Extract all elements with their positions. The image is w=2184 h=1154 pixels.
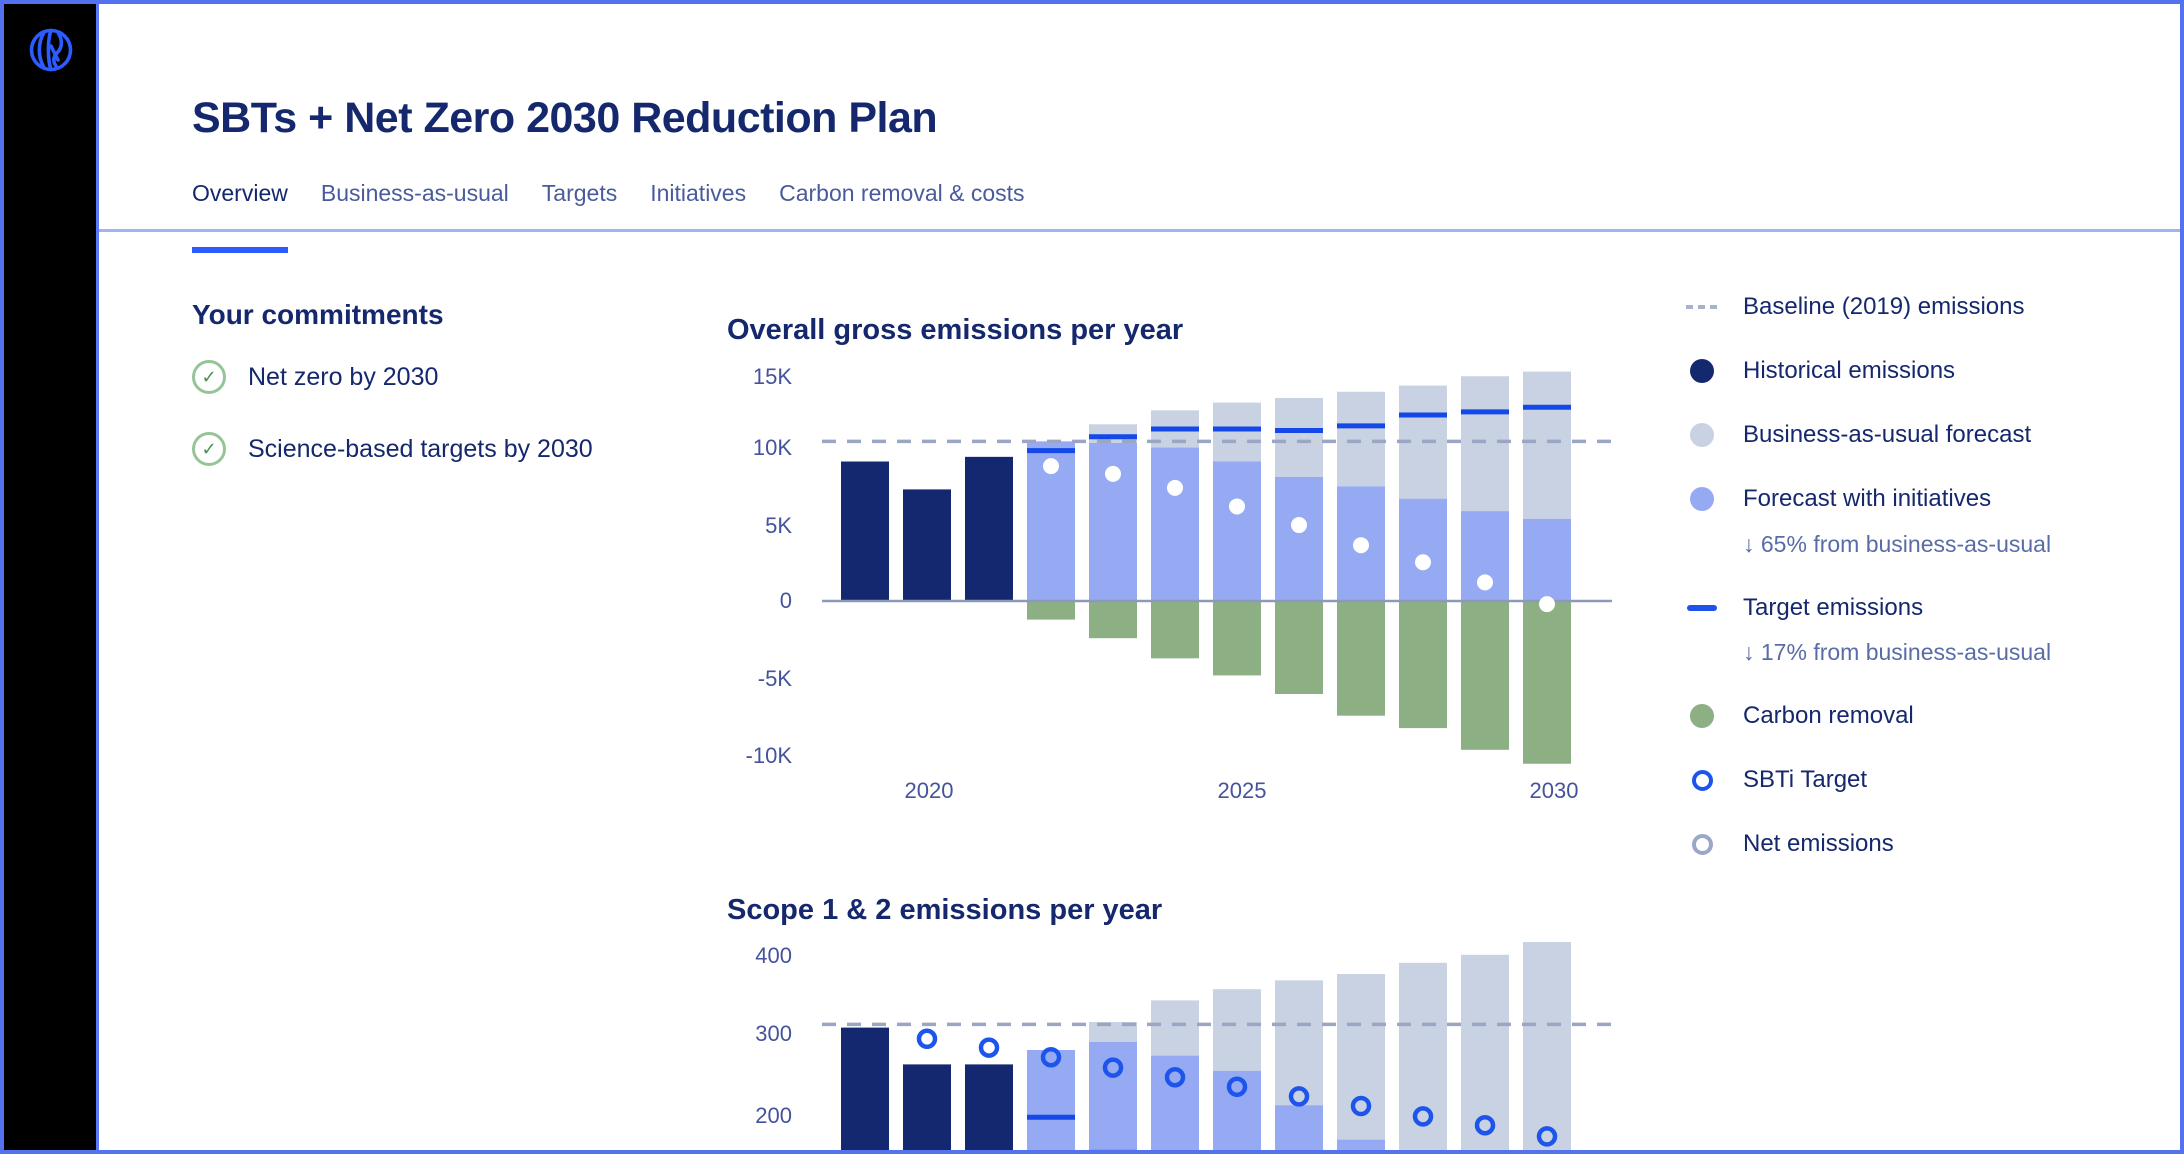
check-circle-icon: ✓ <box>192 360 226 394</box>
tab-bar: Overview Business-as-usual Targets Initi… <box>192 180 1025 253</box>
chart1-xtick: 2025 <box>1217 778 1267 803</box>
chart1-ytick: 15K <box>752 364 792 389</box>
legend-item-baseline: Baseline (2019) emissions <box>1686 289 2024 325</box>
grey-dot-icon <box>1690 423 1714 447</box>
dashed-line-icon <box>1686 305 1718 309</box>
chart2-title: Scope 1 & 2 emissions per year <box>727 894 1163 927</box>
chart1-xtick: 2030 <box>1529 778 1579 803</box>
page-title: SBTs + Net Zero 2030 Reduction Plan <box>192 93 938 142</box>
legend-item-net: Net emissions <box>1686 826 1894 862</box>
chart1-ytick: 5K <box>765 513 792 538</box>
chart1-ytick: 10K <box>752 435 792 460</box>
legend-item-sbti: SBTi Target <box>1686 762 1867 798</box>
chart2-ytick: 400 <box>755 943 792 968</box>
legend-item-initiatives: Forecast with initiatives <box>1686 481 1991 517</box>
scope12-emissions-chart <box>822 942 1612 1150</box>
green-dot-icon <box>1690 704 1714 728</box>
navy-dot-icon <box>1690 359 1714 383</box>
chart2-ytick: 300 <box>755 1021 792 1046</box>
overall-emissions-chart <box>822 371 1612 764</box>
tab-targets[interactable]: Targets <box>541 180 618 206</box>
tab-carbon-removal-costs[interactable]: Carbon removal & costs <box>779 180 1025 206</box>
commitment-net-zero: ✓ Net zero by 2030 <box>192 360 438 394</box>
chart1-xtick: 2020 <box>904 778 954 803</box>
legend-item-historical: Historical emissions <box>1686 353 1955 389</box>
legend-sub-initiatives: ↓ 65% from business-as-usual <box>1743 531 2052 557</box>
chart2-ytick: 200 <box>755 1103 792 1128</box>
check-circle-icon: ✓ <box>192 432 226 466</box>
globe-logo-icon[interactable] <box>27 26 75 74</box>
legend-sub-target: ↓ 17% from business-as-usual <box>1743 639 2052 665</box>
chart1-ytick: -10K <box>745 743 792 768</box>
nav-sidebar <box>4 4 99 1150</box>
tab-initiatives[interactable]: Initiatives <box>650 180 747 206</box>
commitments-heading: Your commitments <box>192 299 444 331</box>
tab-overview[interactable]: Overview <box>192 180 288 253</box>
target-line-icon <box>1687 605 1717 611</box>
legend-item-removal: Carbon removal <box>1686 698 1914 734</box>
blue-ring-icon <box>1691 769 1713 791</box>
commitment-label: Net zero by 2030 <box>248 362 439 391</box>
grey-ring-icon <box>1691 833 1713 855</box>
chart1-title: Overall gross emissions per year <box>727 314 1184 347</box>
chart1-ytick: -5K <box>757 666 792 691</box>
commitment-sbt: ✓ Science-based targets by 2030 <box>192 432 593 466</box>
legend-item-bau: Business-as-usual forecast <box>1686 417 2031 453</box>
tabbar-divider <box>99 229 2180 232</box>
blue-dot-icon <box>1690 487 1714 511</box>
chart1-ytick: 0 <box>779 588 792 613</box>
tab-business-as-usual[interactable]: Business-as-usual <box>320 180 509 206</box>
commitment-label: Science-based targets by 2030 <box>248 434 593 463</box>
legend-item-target: Target emissions <box>1686 590 1923 626</box>
